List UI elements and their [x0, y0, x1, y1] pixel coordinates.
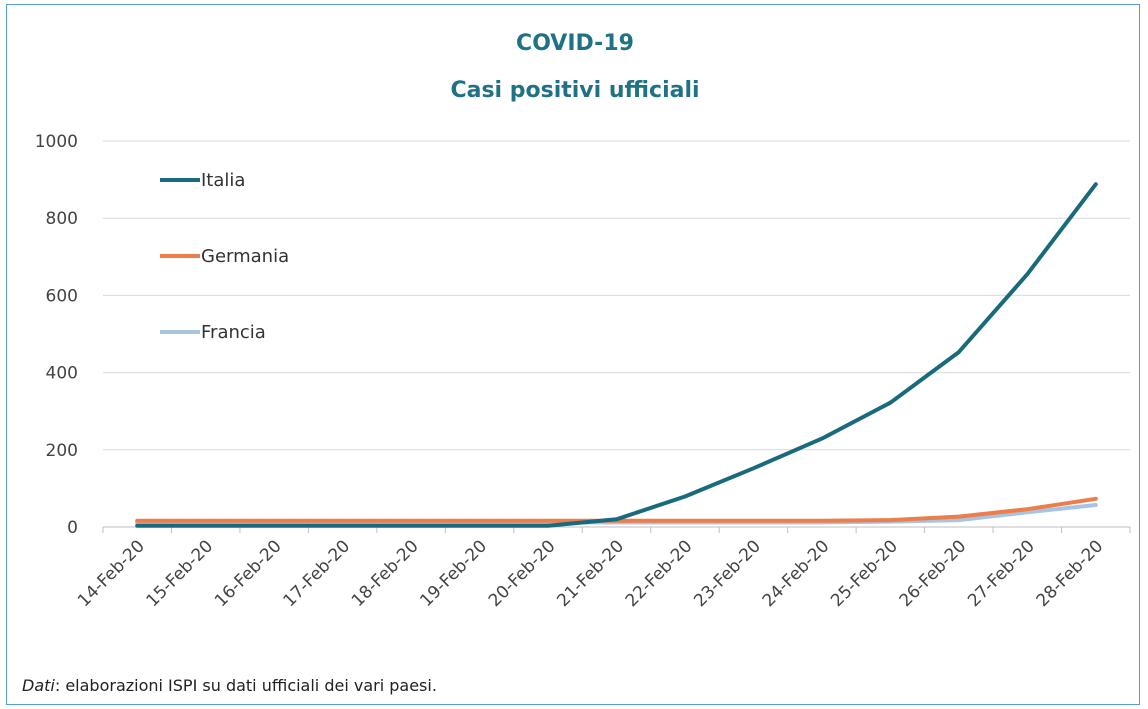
chart-subtitle: Casi positivi ufficiali [450, 78, 699, 103]
y-tick-label-1: 200 [46, 441, 78, 461]
x-tick-label-1: 15-Feb-20 [143, 536, 218, 611]
x-axis: 14-Feb-2015-Feb-2016-Feb-2017-Feb-2018-F… [74, 527, 1131, 611]
y-tick-label-0: 0 [67, 518, 78, 538]
y-axis: 0 200 400 600 800 1000 [35, 132, 78, 538]
legend: Italia Germania Francia [160, 170, 289, 343]
x-tick-label-2: 16-Feb-20 [211, 536, 286, 611]
source-label: Dati [22, 676, 55, 695]
x-tick-label-0: 14-Feb-20 [74, 536, 149, 611]
x-tick-label-9: 23-Feb-20 [690, 536, 765, 611]
grid [103, 140, 1130, 528]
y-tick-label-2: 400 [46, 364, 78, 384]
x-tick-label-10: 24-Feb-20 [759, 536, 834, 611]
x-tick-label-13: 27-Feb-20 [964, 536, 1039, 611]
source-text: : elaborazioni ISPI su dati ufficiali de… [54, 676, 437, 695]
source-note: Dati: elaborazioni ISPI su dati ufficial… [22, 676, 437, 695]
series-lines [135, 182, 1098, 528]
y-tick-label-3: 600 [46, 286, 78, 306]
x-tick-label-5: 19-Feb-20 [416, 536, 491, 611]
chart-title: COVID-19 [516, 31, 634, 56]
x-tick-label-4: 18-Feb-20 [348, 536, 423, 611]
x-tick-label-11: 25-Feb-20 [827, 536, 902, 611]
legend-label-2: Francia [201, 322, 266, 343]
x-tick-label-6: 20-Feb-20 [485, 536, 560, 611]
chart-frame [6, 4, 1140, 705]
x-tick-label-7: 21-Feb-20 [553, 536, 628, 611]
legend-label-1: Germania [201, 246, 289, 267]
x-tick-label-3: 17-Feb-20 [279, 536, 354, 611]
x-tick-label-8: 22-Feb-20 [622, 536, 697, 611]
series-line-0 [135, 182, 1098, 528]
x-tick-label-14: 28-Feb-20 [1033, 536, 1108, 611]
y-tick-label-5: 1000 [35, 132, 78, 152]
legend-label-0: Italia [201, 170, 245, 191]
x-tick-label-12: 26-Feb-20 [896, 536, 971, 611]
y-tick-label-4: 800 [46, 209, 78, 229]
